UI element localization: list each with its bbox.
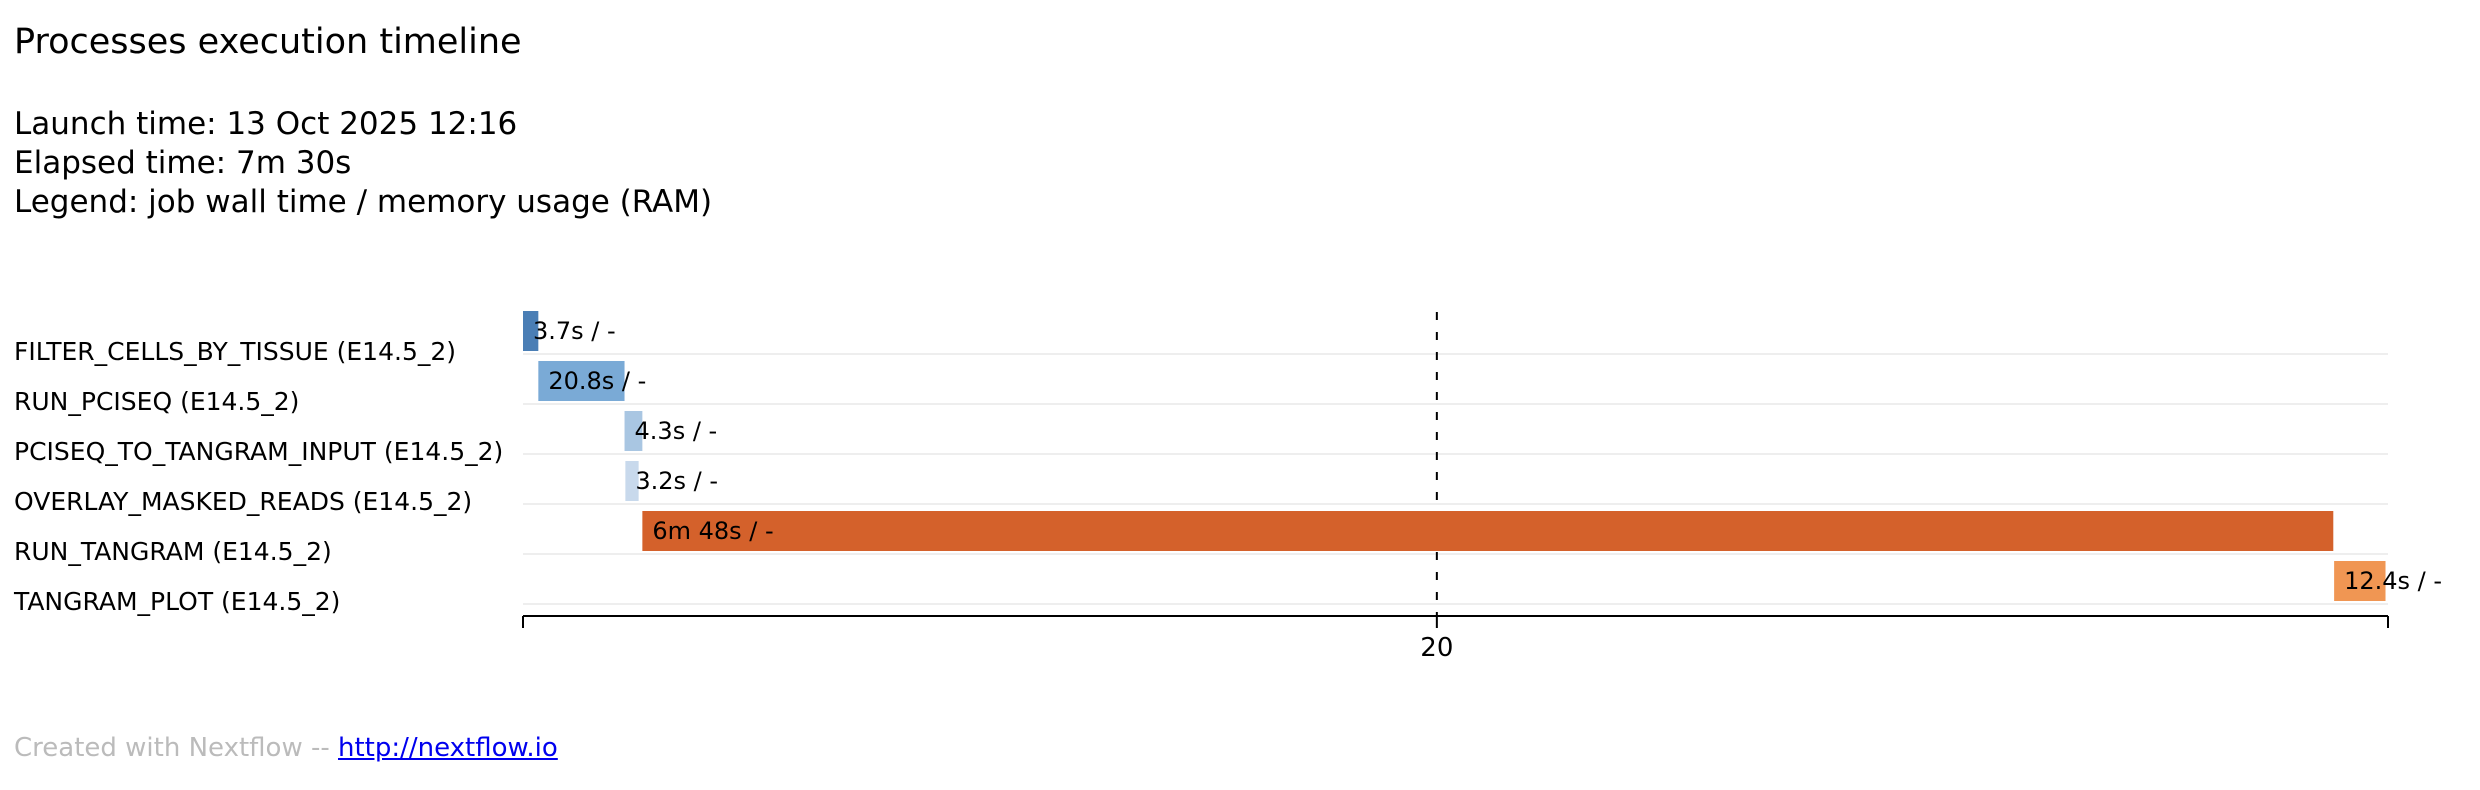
process-label: OVERLAY_MASKED_READS (E14.5_2) bbox=[14, 487, 472, 516]
duration-bars bbox=[523, 311, 2386, 601]
duration-bar[interactable] bbox=[624, 411, 643, 451]
process-label: RUN_PCISEQ (E14.5_2) bbox=[14, 387, 299, 416]
row-backgrounds bbox=[523, 353, 2388, 605]
duration-bar[interactable] bbox=[2334, 561, 2386, 601]
launch-time: Launch time: 13 Oct 2025 12:16 bbox=[14, 106, 518, 142]
bar-label: 6m 48s / - bbox=[652, 517, 773, 545]
time-axis: 20 bbox=[522, 615, 2389, 660]
tick-label: 20 bbox=[1420, 633, 1453, 660]
duration-bar[interactable] bbox=[523, 311, 539, 351]
duration-bar[interactable] bbox=[642, 511, 2334, 551]
footer-text: Created with Nextflow -- bbox=[14, 733, 338, 763]
elapsed-time: Elapsed time: 7m 30s bbox=[14, 145, 352, 181]
bar-labels: 3.7s / - 20.8s / - 4.3s / - 3.2s / - 6m 48s … bbox=[533, 317, 2442, 595]
timeline-chart: FILTER_CELLS_BY_TISSUE (E14.5_2) RUN_PCIS… bbox=[13, 311, 2442, 660]
process-labels: FILTER_CELLS_BY_TISSUE (E14.5_2) RUN_PCIS… bbox=[13, 337, 503, 616]
bar-label: 3.2s / - bbox=[635, 467, 718, 495]
process-label: FILTER_CELLS_BY_TISSUE (E14.5_2) bbox=[14, 337, 456, 366]
legend-text: Legend: job wall time / memory usage (RA… bbox=[14, 184, 713, 220]
bar-label: 12.4s / - bbox=[2344, 567, 2442, 595]
duration-bar[interactable] bbox=[538, 361, 625, 401]
page-title: Processes execution timeline bbox=[14, 22, 522, 62]
bar-label: 4.3s / - bbox=[635, 417, 718, 445]
process-label: RUN_TANGRAM (E14.5_2) bbox=[14, 537, 332, 566]
bar-label: 3.7s / - bbox=[533, 317, 616, 345]
nextflow-link[interactable]: http://nextflow.io bbox=[338, 733, 558, 763]
duration-bar[interactable] bbox=[625, 461, 639, 501]
process-label: TANGRAM_PLOT (E14.5_2) bbox=[13, 587, 340, 616]
bar-label: 20.8s / - bbox=[548, 367, 646, 395]
process-label: PCISEQ_TO_TANGRAM_INPUT (E14.5_2) bbox=[14, 437, 503, 466]
footer: Created with Nextflow -- http://nextflow… bbox=[14, 733, 558, 763]
